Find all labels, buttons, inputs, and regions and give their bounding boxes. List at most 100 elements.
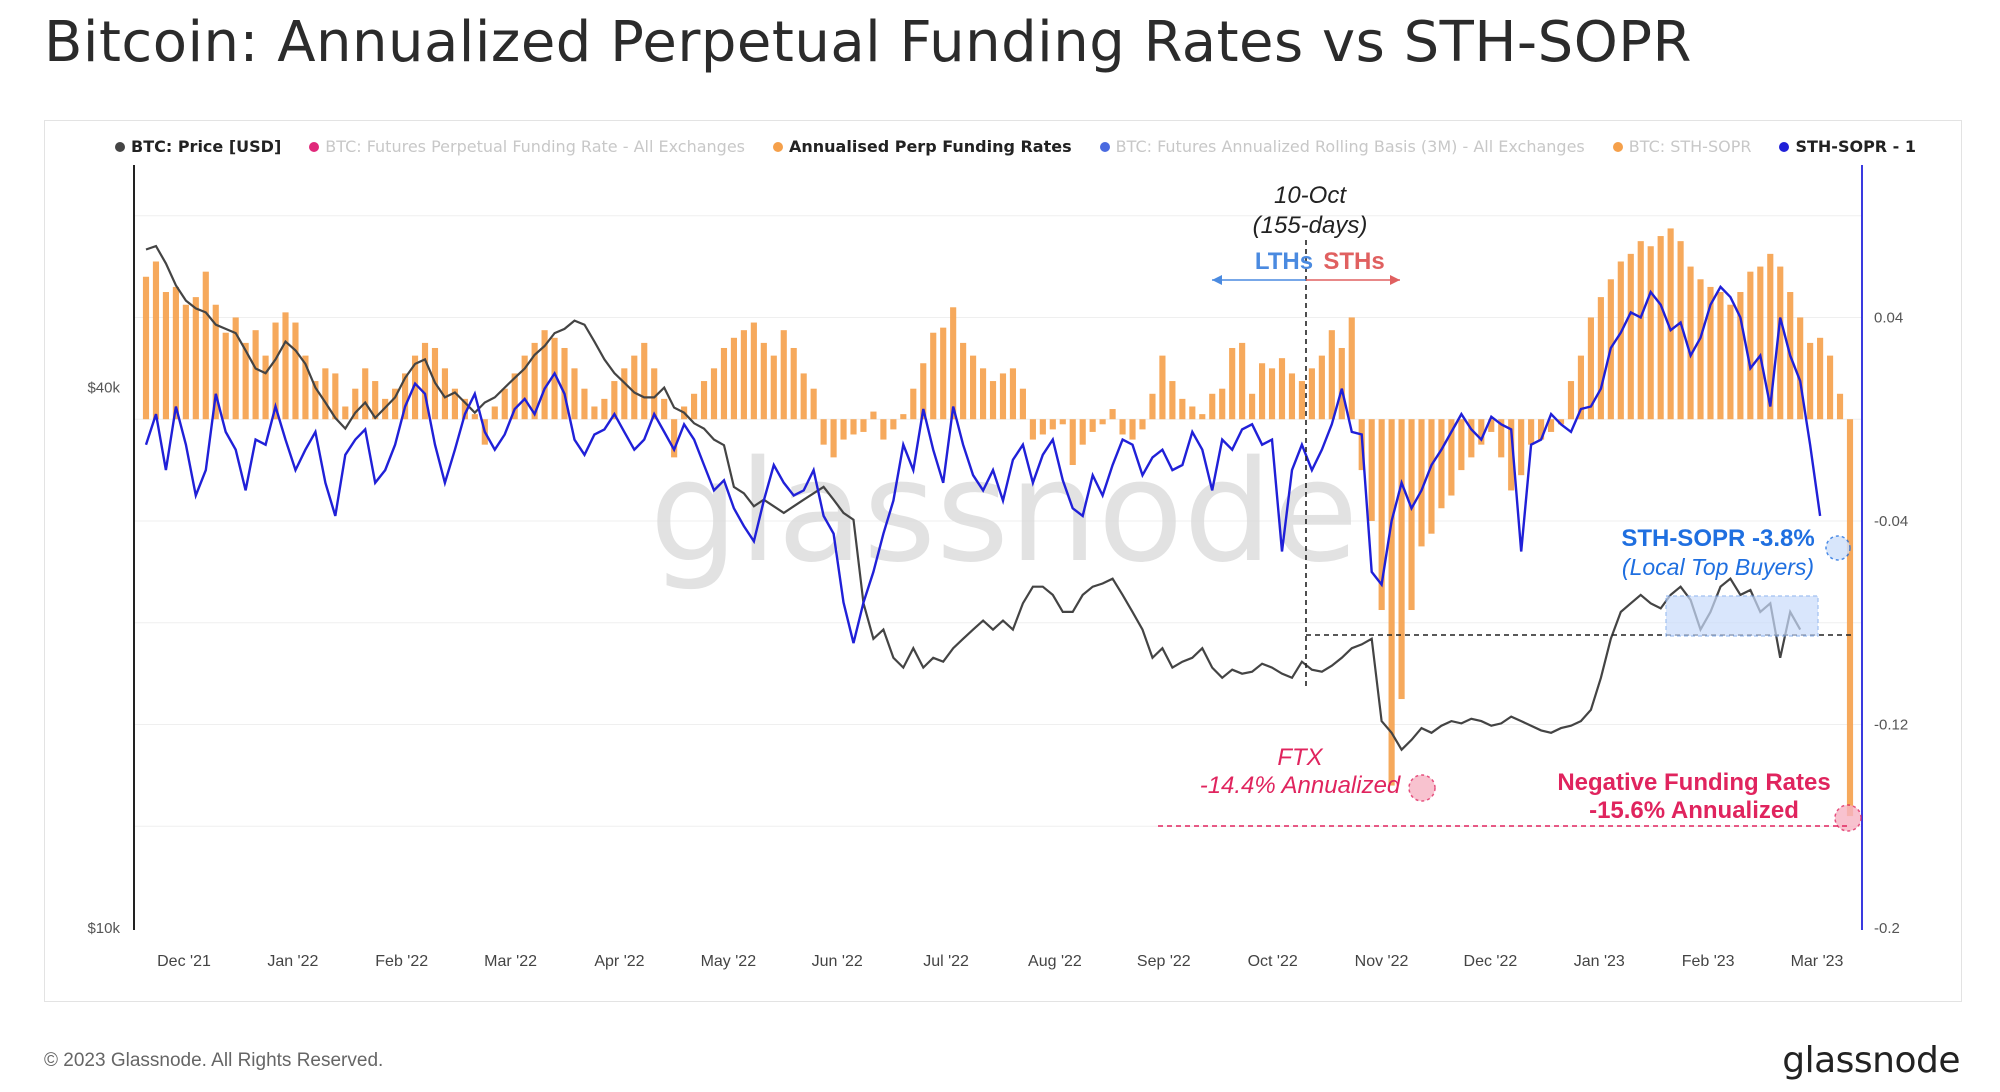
axes: $40k $10k 0.04 -0.04 -0.12 -0.2 Dec '21 Jan '22… xyxy=(87,165,1908,970)
funding-bar xyxy=(860,419,867,432)
annotation-local-top-buyers: (Local Top Buyers) xyxy=(1622,554,1814,580)
funding-bar xyxy=(651,368,658,420)
funding-bar xyxy=(252,330,259,420)
funding-bar xyxy=(1308,368,1315,420)
y-right-tick-label: -0.12 xyxy=(1874,716,1908,733)
funding-bar xyxy=(890,419,897,430)
funding-bar xyxy=(272,322,279,420)
funding-bar xyxy=(1378,419,1385,611)
x-tick-label: Jan '22 xyxy=(267,953,318,970)
funding-bar xyxy=(461,398,468,420)
annotation-negative-funding-value: -15.6% Annualized xyxy=(1589,797,1799,824)
funding-bar xyxy=(1637,241,1644,420)
funding-bar xyxy=(242,342,249,420)
x-tick-label: Oct '22 xyxy=(1248,953,1298,970)
funding-bar xyxy=(1577,355,1585,420)
funding-bar xyxy=(591,406,598,420)
legend-item-funding-rate[interactable]: BTC: Futures Perpetual Funding Rate - Al… xyxy=(309,137,745,156)
funding-bar xyxy=(402,373,409,420)
funding-bar xyxy=(601,398,608,420)
x-tick-label: Dec '22 xyxy=(1464,953,1518,970)
funding-bar xyxy=(1239,342,1246,420)
funding-bar xyxy=(1079,419,1086,445)
legend-dot xyxy=(773,141,783,152)
funding-bar xyxy=(1189,406,1196,420)
annotation-155days: (155-days) xyxy=(1253,212,1368,239)
funding-bar xyxy=(1747,271,1754,420)
legend-item-sth-sopr[interactable]: BTC: STH-SOPR xyxy=(1612,137,1751,156)
funding-bar xyxy=(1438,419,1445,509)
funding-bar xyxy=(1229,347,1236,420)
funding-bar xyxy=(1797,317,1804,420)
funding-bar xyxy=(940,327,947,420)
funding-bar xyxy=(1328,330,1335,420)
funding-bar xyxy=(690,393,698,420)
funding-bar xyxy=(1508,419,1515,491)
funding-bar xyxy=(292,322,299,420)
funding-bar xyxy=(1498,419,1505,458)
funding-bar xyxy=(152,261,160,420)
funding-bar xyxy=(451,388,458,420)
legend-item-sth-sopr-minus-1[interactable]: STH-SOPR - 1 xyxy=(1779,137,1916,156)
funding-bar xyxy=(142,276,150,420)
funding-bar xyxy=(920,363,927,420)
funding-bar xyxy=(1029,419,1036,440)
legend-item-annualised-funding[interactable]: Annualised Perp Funding Rates xyxy=(773,137,1072,156)
funding-bar xyxy=(989,381,997,420)
funding-bar xyxy=(740,330,747,420)
y-right-tick-label: 0.04 xyxy=(1874,309,1903,326)
funding-bar xyxy=(1567,381,1575,420)
funding-bar xyxy=(661,398,668,420)
legend-label: Annualised Perp Funding Rates xyxy=(789,137,1072,156)
y-right-tick-label: -0.04 xyxy=(1874,513,1908,530)
funding-bar xyxy=(1209,393,1216,420)
funding-bar xyxy=(870,411,877,420)
funding-bar xyxy=(800,373,807,420)
funding-bar xyxy=(162,292,170,420)
lth-arrowhead xyxy=(1212,275,1222,285)
funding-bar xyxy=(342,406,349,420)
funding-bar xyxy=(960,342,967,420)
funding-bar xyxy=(1219,388,1226,420)
funding-bar xyxy=(830,419,837,458)
funding-bar xyxy=(1338,347,1345,420)
x-tick-label: Sep '22 xyxy=(1137,953,1191,970)
funding-bar xyxy=(531,342,538,420)
funding-bar xyxy=(212,304,219,420)
footer-logo[interactable]: glassnode xyxy=(1782,1040,1960,1081)
funding-bar xyxy=(1418,419,1425,547)
sth-sopr-line xyxy=(144,284,1822,644)
funding-bar xyxy=(1199,414,1206,420)
legend-item-rolling-basis[interactable]: BTC: Futures Annualized Rolling Basis (3… xyxy=(1099,137,1585,156)
chart-svg: glassnode $40k $10k 0.04 -0.04 -0.12 -0.2 Dec … xyxy=(87,165,1908,970)
legend-dot xyxy=(1612,141,1623,152)
funding-bar xyxy=(641,342,648,420)
funding-bar xyxy=(581,388,588,420)
chart-legend: BTC: Price [USD] BTC: Futures Perpetual … xyxy=(115,137,1916,156)
funding-bar xyxy=(1019,388,1026,420)
funding-bar xyxy=(411,355,419,420)
x-tick-label: Mar '23 xyxy=(1791,953,1844,970)
funding-bar xyxy=(1478,419,1485,445)
funding-bar xyxy=(1697,279,1704,420)
x-tick-label: Feb '23 xyxy=(1682,953,1735,970)
funding-bar xyxy=(491,406,498,420)
funding-bar xyxy=(730,337,738,420)
funding-bar xyxy=(1069,419,1076,466)
funding-bar xyxy=(1767,253,1774,420)
funding-bar xyxy=(1009,368,1017,420)
funding-bar xyxy=(770,355,777,420)
funding-bar xyxy=(1817,337,1824,420)
legend-item-price[interactable]: BTC: Price [USD] xyxy=(115,137,281,156)
funding-bar xyxy=(202,271,209,420)
funding-bar xyxy=(551,337,558,420)
funding-bar xyxy=(950,307,957,420)
funding-bar xyxy=(1547,419,1555,432)
x-tick-label: Dec '21 xyxy=(157,953,211,970)
funding-bar xyxy=(1518,419,1525,476)
funding-bar xyxy=(910,388,917,420)
funding-bar xyxy=(1458,419,1465,471)
funding-bar xyxy=(820,419,827,445)
funding-bar xyxy=(172,286,179,420)
funding-bar xyxy=(1757,266,1764,420)
